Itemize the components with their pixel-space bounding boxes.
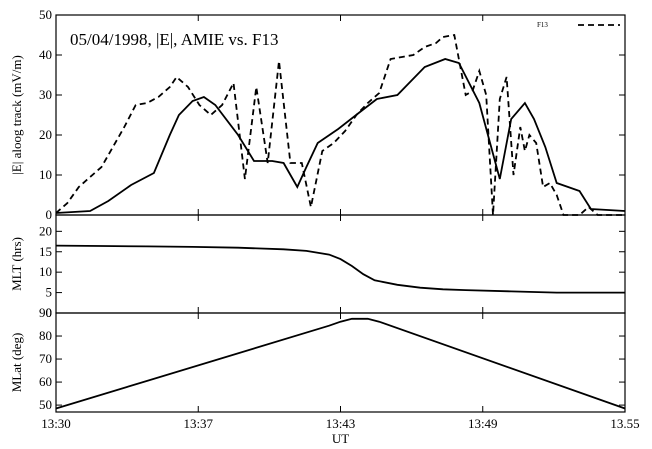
panel-3-ytick-label: 90 xyxy=(39,305,52,320)
panel-1-ytick-label: 40 xyxy=(39,47,52,62)
panel-1-ytick-label: 20 xyxy=(39,127,52,142)
panel-2-frame xyxy=(55,214,626,314)
panel-3-frame xyxy=(55,312,626,413)
panel-3-ytick-label: 50 xyxy=(39,397,52,412)
panel-3-ytick-label: 80 xyxy=(39,328,52,343)
panel-1-ylabel: |E| aloog track (mV/m) xyxy=(9,55,24,175)
panel-3-ytick-label: 70 xyxy=(39,351,52,366)
panel-2-amie-series-line xyxy=(55,244,625,294)
panel-2-ytick-label: 15 xyxy=(39,244,52,259)
x-tick-label: 13:30 xyxy=(41,416,71,431)
panel-2-ytick-label: 10 xyxy=(39,264,52,279)
panel-3-amie-series-line xyxy=(55,317,626,410)
panel-2-ytick-label: 5 xyxy=(46,285,53,300)
panel-1-ytick-label: 0 xyxy=(46,207,53,222)
chart-title: 05/04/1998, |E|, AMIE vs. F13 xyxy=(70,30,278,49)
x-tick-label: 13:37 xyxy=(183,416,213,431)
panel-1-ytick-label: 10 xyxy=(39,167,52,182)
panel-1-f13-series-line xyxy=(55,33,625,216)
panel-1-ytick-label: 30 xyxy=(39,87,52,102)
legend-label-f13: F13 xyxy=(537,21,548,29)
x-tick-label: 13:43 xyxy=(326,416,356,431)
panel-3-ylabel: MLat (deg) xyxy=(9,333,24,393)
panel-3-ytick-label: 60 xyxy=(39,374,52,389)
panel-2-ylabel: MLT (hrs) xyxy=(9,237,24,291)
x-axis-title: UT xyxy=(332,431,349,446)
panel-1-amie-series-line xyxy=(55,58,626,214)
panel-2-ytick-label: 20 xyxy=(39,223,52,238)
x-tick-label: 13:49 xyxy=(468,416,498,431)
x-tick-label: 13.55 xyxy=(610,416,639,431)
panel-2-ytick-label: 0 xyxy=(46,305,53,320)
panel-1-ytick-label: 50 xyxy=(39,7,52,22)
